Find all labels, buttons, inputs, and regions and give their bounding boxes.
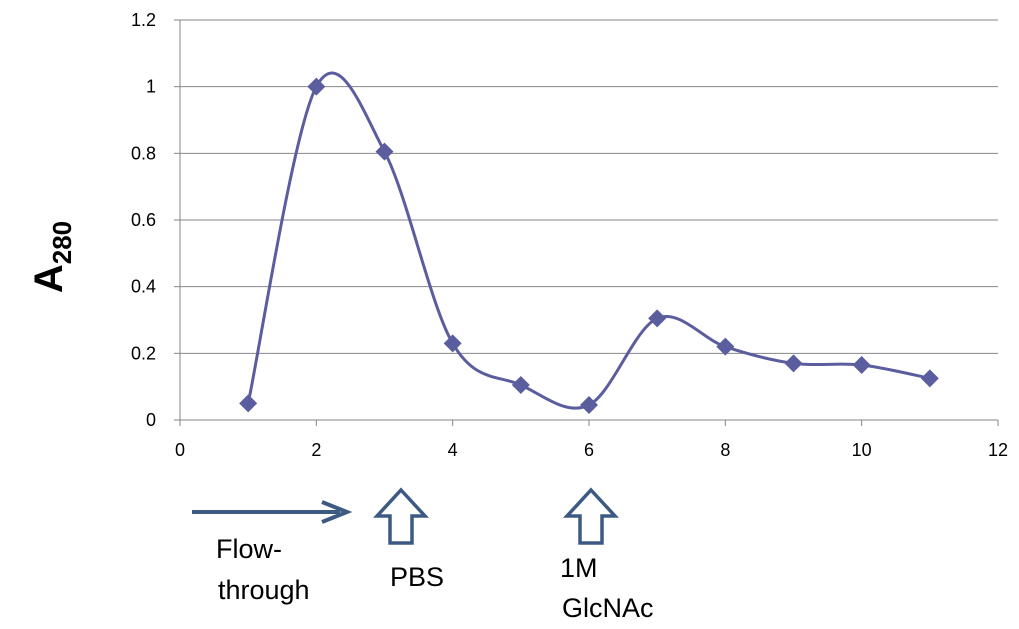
series-line <box>246 71 931 410</box>
y-tick-label: 1 <box>146 77 156 97</box>
glcnac-label-line2: GlcNAc <box>562 593 654 623</box>
flow-through-label-line2: through <box>218 575 310 605</box>
y-tick-label: 0.2 <box>131 343 156 363</box>
x-tick-label: 0 <box>175 440 185 460</box>
data-point <box>784 354 803 373</box>
glcnac-up-arrow-icon <box>563 487 619 545</box>
x-tick-label: 4 <box>448 440 458 460</box>
flow-through-label-line1: Flow- <box>216 534 282 564</box>
gridlines <box>180 19 998 354</box>
data-point <box>307 77 326 96</box>
glcnac-label-line1: 1M <box>560 553 598 583</box>
pbs-label: PBS <box>390 562 444 592</box>
data-point <box>375 142 394 161</box>
x-tick-label: 2 <box>311 440 321 460</box>
flow-through-arrow-icon <box>192 500 353 524</box>
data-point <box>511 376 530 394</box>
data-point <box>716 337 735 356</box>
pbs-up-arrow-icon <box>373 487 429 545</box>
y-tick-labels: 0 0.2 0.4 0.6 0.8 1 1.2 <box>131 10 156 430</box>
axes <box>174 19 999 426</box>
y-tick-label: 0.8 <box>131 143 156 163</box>
x-tick-label: 12 <box>988 440 1008 460</box>
x-tick-label: 8 <box>720 440 730 460</box>
data-point <box>239 394 258 413</box>
y-axis-label: A280 <box>27 221 77 293</box>
x-tick-label: 6 <box>584 440 594 460</box>
data-point <box>580 396 598 414</box>
y-tick-label: 0.4 <box>131 277 156 297</box>
data-point <box>648 309 667 328</box>
data-point <box>920 369 939 388</box>
data-point <box>852 356 871 374</box>
x-tick-labels: 0 2 4 6 8 10 12 <box>175 440 1008 460</box>
data-point <box>443 334 462 353</box>
y-tick-label: 0.6 <box>131 210 156 230</box>
data-markers <box>239 77 939 414</box>
y-tick-label: 1.2 <box>131 10 156 30</box>
x-tick-label: 10 <box>852 440 872 460</box>
y-tick-label: 0 <box>146 410 156 430</box>
